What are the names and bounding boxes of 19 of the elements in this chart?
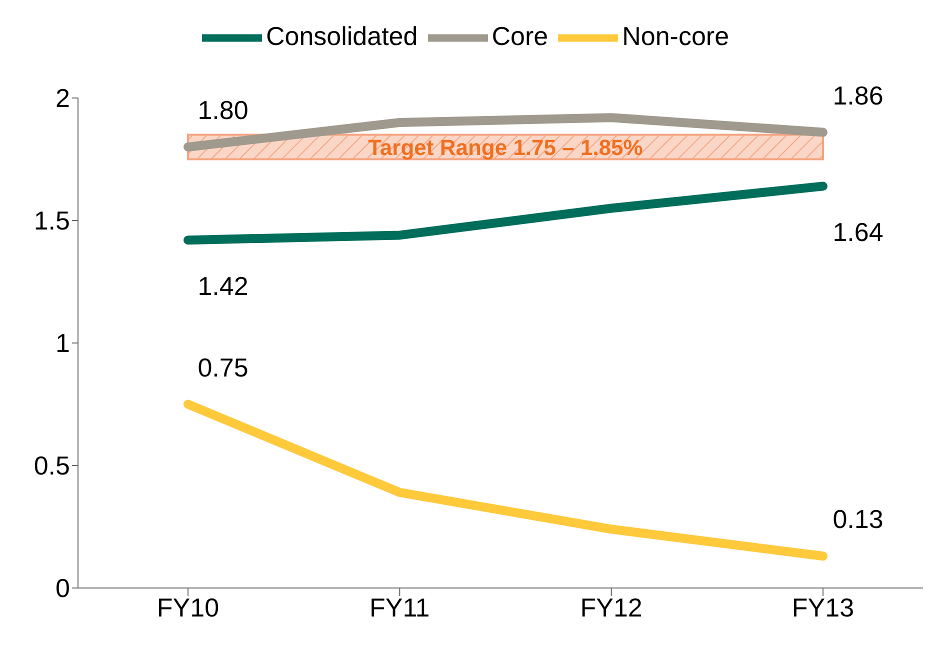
y-tick-label: 2 <box>56 83 70 114</box>
x-tick-label: FY12 <box>580 592 642 622</box>
data-label: 1.86 <box>832 80 884 110</box>
legend-label: Core <box>492 20 548 51</box>
data-label: 1.80 <box>198 95 248 125</box>
y-tick-label: 1.5 <box>34 206 70 236</box>
y-tick-label: 1 <box>56 328 70 358</box>
band-label: Target Range 1.75 – 1.85% <box>368 134 643 160</box>
legend-label: Non-core <box>622 20 730 51</box>
data-label: 0.75 <box>198 352 248 382</box>
x-tick-label: FY13 <box>792 592 854 622</box>
x-tick-label: FY11 <box>370 592 430 622</box>
y-tick-label: 0.5 <box>34 450 70 481</box>
legend-label: Consolidated <box>266 20 418 51</box>
y-tick-label: 0 <box>56 573 70 604</box>
data-label: 0.13 <box>832 504 884 534</box>
x-tick-label: FY10 <box>156 592 220 622</box>
data-label: 1.42 <box>198 271 248 302</box>
data-label: 1.64 <box>832 217 884 248</box>
